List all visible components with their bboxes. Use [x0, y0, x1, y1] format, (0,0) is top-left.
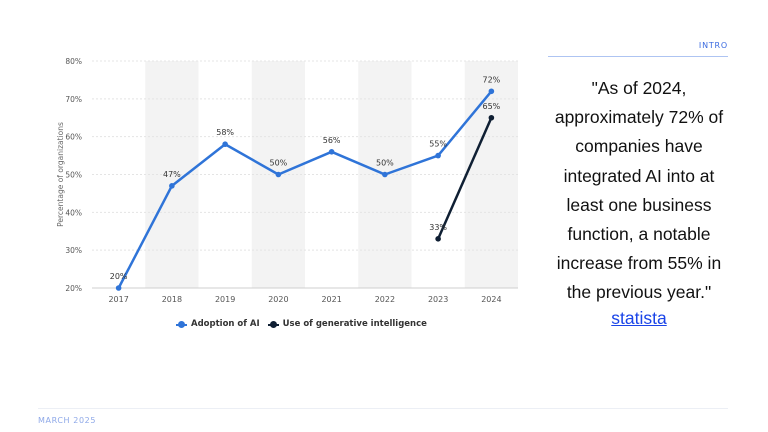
- x-tick-label: 2018: [162, 295, 182, 304]
- data-point-adoption-of-ai: [435, 152, 441, 159]
- series-line-adoption-of-ai: [117, 90, 493, 289]
- y-tick-label: 80%: [65, 57, 82, 66]
- quote-text: "As of 2024, approximately 72% of compan…: [554, 78, 724, 303]
- y-tick-label: 50%: [65, 171, 82, 180]
- x-tick-label: 2019: [215, 295, 235, 304]
- legend-item-adoption-of-ai[interactable]: Adoption of AI: [176, 319, 260, 329]
- footer-divider: [38, 408, 728, 409]
- data-label-generative-intelligence: 33%: [429, 223, 447, 232]
- data-label-adoption-of-ai: 47%: [163, 170, 181, 179]
- data-label-adoption-of-ai: 20%: [110, 272, 128, 281]
- y-tick-label: 70%: [65, 95, 82, 104]
- legend-label-generative-intelligence: Use of generative intelligence: [282, 319, 427, 329]
- y-tick-label: 40%: [65, 208, 82, 217]
- data-point-adoption-of-ai: [488, 88, 495, 95]
- source-link[interactable]: statista: [611, 308, 667, 328]
- data-point-generative-intelligence: [435, 236, 441, 242]
- data-point-adoption-of-ai: [115, 285, 122, 291]
- x-tick-label: 2022: [375, 295, 395, 304]
- series-line-generative-intelligence: [436, 117, 493, 240]
- x-tick-label: 2017: [108, 295, 128, 304]
- data-point-adoption-of-ai: [275, 171, 282, 178]
- data-point-adoption-of-ai: [328, 149, 335, 155]
- section-label: INTRO: [698, 41, 728, 50]
- data-label-adoption-of-ai: 58%: [216, 128, 234, 137]
- line-chart: 20% 30% 40% 50% 60% 70% 80% 2017 2018 2019 2020 202…: [56, 57, 518, 304]
- data-point-adoption-of-ai: [382, 171, 388, 178]
- chart-legend: Adoption of AI Use of generative intelli…: [176, 319, 435, 329]
- y-tick-label: 60%: [65, 133, 82, 142]
- x-tick-label: 2020: [268, 295, 288, 304]
- x-tick-label: 2021: [321, 295, 341, 304]
- legend-label-adoption-of-ai: Adoption of AI: [191, 319, 260, 329]
- data-label-adoption-of-ai: 72%: [482, 75, 500, 84]
- x-tick-label: 2023: [428, 295, 448, 304]
- y-tick-label: 30%: [65, 246, 82, 255]
- footer-date: MARCH 2025: [38, 416, 97, 425]
- data-point-adoption-of-ai: [169, 183, 175, 189]
- y-tick-label: 20%: [65, 284, 82, 293]
- x-tick-label: 2024: [481, 295, 501, 304]
- legend-marker-adoption-of-ai: [176, 320, 187, 329]
- header-divider: [548, 56, 728, 57]
- data-label-adoption-of-ai: 50%: [269, 159, 287, 168]
- data-label-generative-intelligence: 65%: [482, 102, 500, 111]
- data-label-adoption-of-ai: 56%: [323, 136, 341, 145]
- data-label-adoption-of-ai: 50%: [376, 159, 394, 168]
- y-axis-label: Percentage of organizations: [56, 122, 65, 227]
- data-point-generative-intelligence: [488, 114, 495, 121]
- legend-item-generative-intelligence[interactable]: Use of generative intelligence: [267, 319, 427, 329]
- data-label-adoption-of-ai: 55%: [429, 140, 447, 149]
- legend-marker-generative-intelligence: [267, 320, 279, 329]
- data-point-adoption-of-ai: [222, 141, 228, 148]
